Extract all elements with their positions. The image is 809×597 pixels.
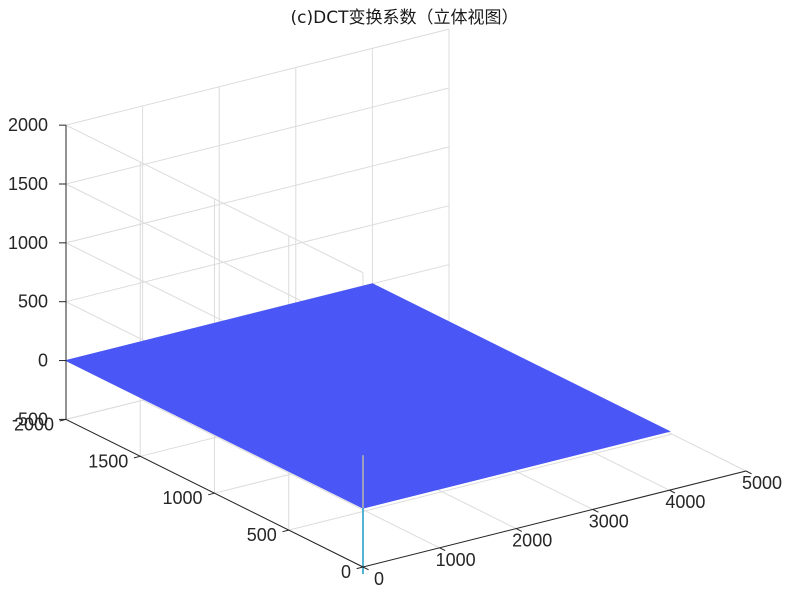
y-tick-mark (282, 529, 289, 533)
y-tick-mark (133, 455, 141, 459)
x-tick-mark (669, 489, 676, 494)
x-tick-label: 0 (374, 569, 384, 589)
gridline-z-rightwall (65, 87, 450, 185)
chart-title: (c)DCT变换系数（立体视图） (290, 8, 519, 28)
gridline-y-floor (288, 433, 672, 531)
y-tick-mark (208, 492, 215, 496)
y-tick-label: 0 (341, 562, 351, 582)
x-tick-label: 4000 (665, 492, 705, 512)
x-tick-label: 3000 (589, 511, 629, 531)
x-tick-mark (362, 566, 369, 571)
z-tick-label: 2000 (8, 115, 48, 135)
z-tick-label: 1000 (8, 233, 48, 253)
y-tick-label: 2000 (14, 414, 54, 434)
x-tick-mark (439, 547, 446, 552)
z-tick-label: 1500 (8, 174, 48, 194)
x-tick-label: 1000 (436, 550, 476, 570)
surface-layer (64, 283, 671, 509)
x-tick-label: 5000 (742, 473, 782, 493)
gridline-z-rightwall (65, 205, 450, 303)
x-tick-mark (592, 508, 599, 513)
tick-layer: 0100020003000400050000500100015002000-50… (8, 115, 782, 589)
x-axis-line (362, 470, 747, 568)
y-tick-mark (356, 566, 364, 570)
z-tick-label: 500 (18, 292, 48, 312)
x-tick-mark (745, 470, 752, 475)
surface-plane (64, 283, 671, 509)
gridline-z-rightwall (65, 28, 450, 126)
z-tick-label: -500 (12, 409, 48, 429)
gridline-z-rightwall (65, 146, 450, 244)
x-tick-mark (515, 528, 523, 532)
x-tick-label: 2000 (512, 531, 552, 551)
y-tick-label: 1000 (162, 488, 202, 508)
y-tick-label: 1500 (88, 451, 128, 471)
z-tick-label: 0 (38, 351, 48, 371)
y-tick-label: 500 (247, 525, 277, 545)
